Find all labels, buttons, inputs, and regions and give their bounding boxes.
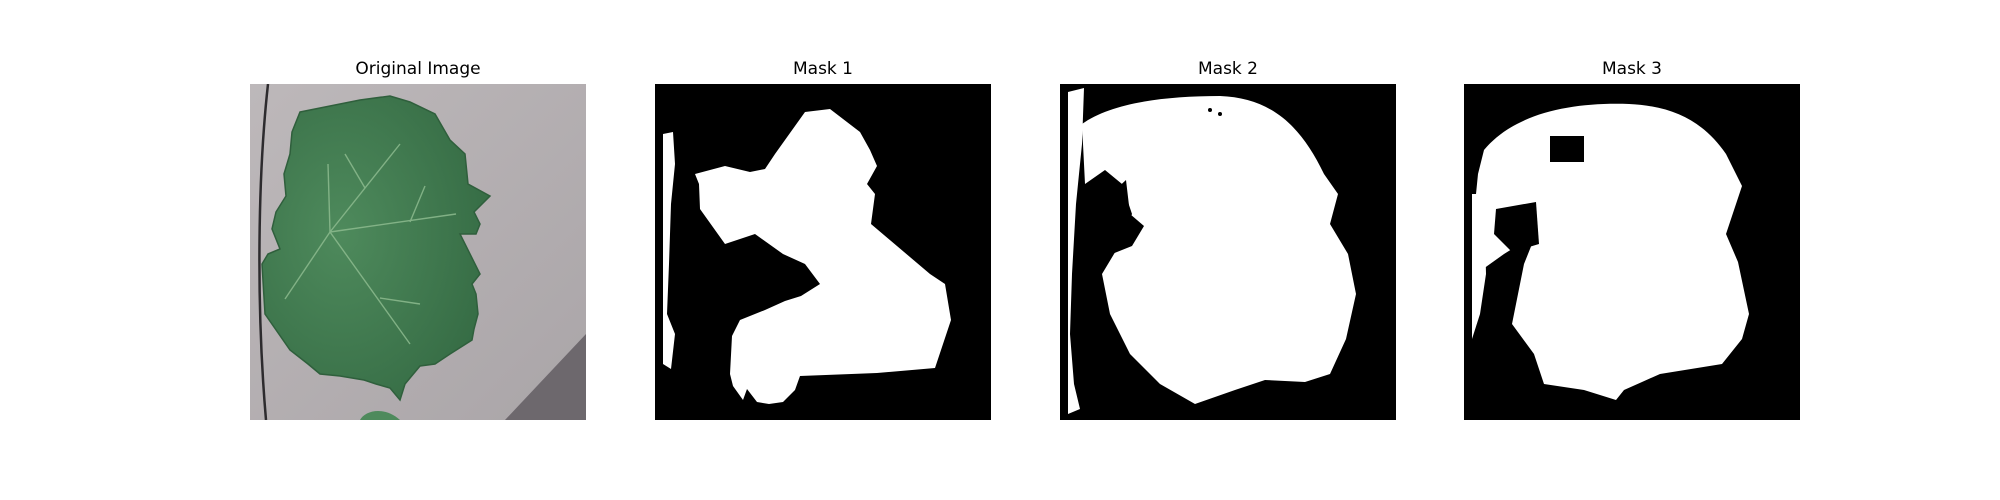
leaf-shape [261, 95, 492, 402]
mask-foreground [1082, 96, 1356, 404]
leaf-tip-bottom [360, 410, 400, 420]
wire-line [258, 84, 270, 420]
mask-edge-strip [663, 132, 675, 369]
leaf-veins [284, 143, 457, 345]
mask-3-image [1464, 84, 1800, 420]
mask-foreground [1474, 103, 1749, 400]
mask-edge-strip [1472, 194, 1486, 339]
mask-speckle [1550, 136, 1584, 162]
panel-title: Mask 1 [792, 59, 853, 79]
panel-title: Mask 2 [1197, 59, 1258, 79]
panel-mask-1: Mask 1 [655, 0, 991, 500]
shadow-region [505, 334, 586, 420]
original-leaf-image [250, 84, 586, 420]
mask-edge-strip [1068, 88, 1084, 414]
mask-hole [1100, 180, 1144, 254]
mask-2-image [1060, 84, 1396, 420]
panel-original: Original Image [250, 0, 586, 500]
panel-mask-2: Mask 2 [1060, 0, 1396, 500]
panel-title: Original Image [355, 59, 481, 79]
panel-title: Mask 3 [1601, 59, 1662, 79]
mask-foreground [695, 109, 951, 404]
panel-mask-3: Mask 3 [1464, 0, 1800, 500]
mask-1-image [655, 84, 991, 420]
mask-hole [1494, 202, 1539, 252]
